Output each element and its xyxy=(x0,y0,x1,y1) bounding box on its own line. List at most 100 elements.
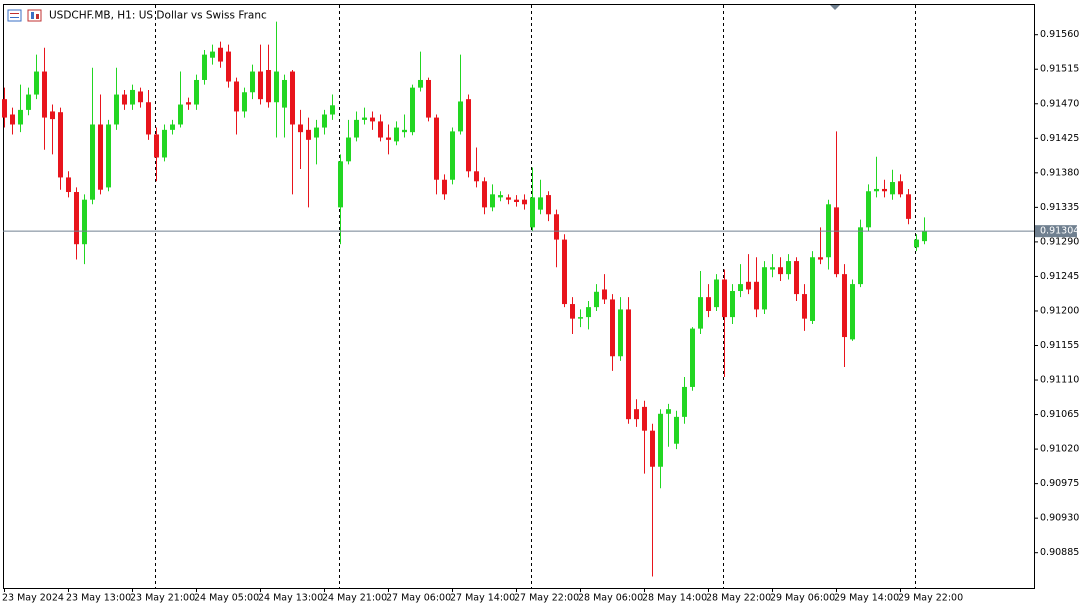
candle-body xyxy=(514,199,519,202)
candle-body xyxy=(26,94,31,110)
y-tick-label: 0.91335 xyxy=(1040,202,1079,213)
icon xyxy=(27,9,42,22)
last-price-label: 0.91304 xyxy=(1040,226,1079,237)
y-tick-label: 0.91470 xyxy=(1040,98,1079,109)
candle-body xyxy=(322,114,327,128)
y-tick-label: 0.90885 xyxy=(1040,547,1079,558)
candle-body xyxy=(314,127,319,138)
x-tick-label: 27 May 14:00 xyxy=(450,593,515,604)
candle-body xyxy=(194,79,199,105)
y-tick-label: 0.90975 xyxy=(1040,478,1079,489)
candle-body xyxy=(666,409,671,414)
candle-body xyxy=(410,87,415,133)
y-tick-label: 0.91290 xyxy=(1040,236,1079,247)
icon-bar xyxy=(31,12,34,19)
candle-body xyxy=(290,71,295,125)
last-price-box xyxy=(1035,225,1077,238)
candle-body xyxy=(282,79,287,108)
candle-body xyxy=(386,137,391,140)
candle-body xyxy=(546,195,551,215)
candle-body xyxy=(522,199,527,205)
x-tick-label: 28 May 22:00 xyxy=(706,593,771,604)
candle-body xyxy=(730,291,735,318)
y-tick-label: 0.90930 xyxy=(1040,513,1079,524)
candle-body xyxy=(346,137,351,162)
plot-frame xyxy=(3,4,1035,589)
candle-body xyxy=(778,267,783,275)
candle-body xyxy=(274,71,279,103)
candle-body xyxy=(594,291,599,308)
candle-body xyxy=(682,386,687,417)
candle-body xyxy=(434,117,439,180)
candle-body xyxy=(610,299,615,357)
y-tick-label: 0.91380 xyxy=(1040,167,1079,178)
candle-body xyxy=(330,105,335,115)
candle-body xyxy=(10,114,15,125)
x-tick-label: 24 May 13:00 xyxy=(258,593,323,604)
candle-body xyxy=(18,109,23,125)
candle-body xyxy=(154,134,159,158)
candle-body xyxy=(2,99,7,118)
candle-body xyxy=(874,188,879,192)
y-tick-label: 0.91425 xyxy=(1040,133,1079,144)
candle-body xyxy=(186,102,191,105)
y-tick-label: 0.91200 xyxy=(1040,305,1079,316)
x-tick-label: 23 May 21:00 xyxy=(130,593,195,604)
candle-body xyxy=(866,191,871,228)
candle-body xyxy=(898,181,903,195)
candle-body xyxy=(482,181,487,208)
y-tick-label: 0.91020 xyxy=(1040,444,1079,455)
candle-body xyxy=(690,328,695,387)
candle-body xyxy=(722,279,727,318)
x-tick-label: 27 May 22:00 xyxy=(514,593,579,604)
candle-body xyxy=(762,267,767,310)
candle-body xyxy=(34,71,39,95)
candle-body xyxy=(530,197,535,228)
y-tick-label: 0.91155 xyxy=(1040,340,1079,351)
candle-body xyxy=(138,91,143,103)
candle-body xyxy=(74,192,79,245)
candle-body xyxy=(642,406,647,431)
candle-body xyxy=(114,94,119,125)
candle-body xyxy=(626,309,631,420)
candle-body xyxy=(466,99,471,172)
x-tick-label: 23 May 2024 xyxy=(2,593,64,604)
candle-body xyxy=(570,304,575,319)
candle-body xyxy=(698,297,703,329)
candle-body xyxy=(450,131,455,180)
candle-body xyxy=(66,177,71,193)
candle-body xyxy=(842,274,847,338)
y-tick-label: 0.91245 xyxy=(1040,271,1079,282)
candle-body xyxy=(858,227,863,285)
candle-body xyxy=(738,284,743,292)
x-tick-label: 29 May 06:00 xyxy=(770,593,835,604)
candle-body xyxy=(58,112,63,178)
candle-body xyxy=(538,197,543,210)
candle-body xyxy=(498,195,503,198)
candle-body xyxy=(226,51,231,82)
candle-body xyxy=(922,231,927,242)
candle-body xyxy=(650,430,655,467)
candle-body xyxy=(834,207,839,275)
candle-body xyxy=(850,284,855,340)
candle-body xyxy=(658,413,663,467)
candle-body xyxy=(250,71,255,93)
candle-body xyxy=(882,188,887,192)
candle-body xyxy=(634,409,639,420)
candle-body xyxy=(146,102,151,135)
x-tick-label: 29 May 22:00 xyxy=(898,593,963,604)
candle-body xyxy=(442,179,447,195)
candle-body xyxy=(602,289,607,300)
day-separators xyxy=(155,5,916,588)
title-icons xyxy=(7,9,42,22)
candle-body xyxy=(298,124,303,133)
candle-body xyxy=(266,69,271,103)
candle-body xyxy=(162,129,167,158)
candle-body xyxy=(794,261,799,295)
candle-body xyxy=(818,257,823,260)
candle-body xyxy=(258,71,263,100)
candle-body xyxy=(578,317,583,319)
candle-body xyxy=(306,129,311,140)
y-tick-label: 0.91110 xyxy=(1040,375,1079,386)
x-tick-label: 29 May 14:00 xyxy=(834,593,899,604)
